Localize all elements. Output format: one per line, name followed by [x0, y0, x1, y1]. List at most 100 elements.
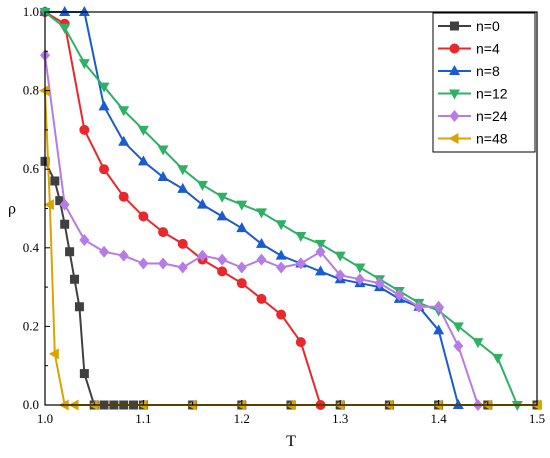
data-point	[118, 249, 129, 262]
y-axis-title: ρ	[8, 201, 16, 218]
data-point	[138, 211, 149, 222]
data-point	[276, 261, 287, 274]
data-point	[295, 232, 307, 243]
data-point	[78, 59, 90, 70]
axis-ticks: 1.0 1.1 1.2 1.3 1.4 1.5 0.0 0.2 0.4 0.6 0.8 1.0	[23, 4, 545, 426]
data-point	[177, 165, 189, 176]
data-point	[70, 274, 80, 284]
data-point	[315, 265, 327, 276]
data-point	[217, 253, 228, 266]
x-tick-label: 1.0	[37, 411, 53, 426]
data-point	[335, 269, 346, 282]
data-point	[79, 233, 90, 246]
x-tick-label: 1.3	[332, 411, 348, 426]
data-point	[55, 196, 65, 206]
data-point	[39, 85, 49, 97]
data-point	[394, 288, 405, 301]
legend-marker	[448, 133, 459, 144]
series-line	[45, 11, 460, 406]
data-point	[256, 253, 267, 266]
series-line	[44, 11, 322, 406]
data-point	[158, 257, 169, 270]
legend-label: n=8	[476, 63, 500, 79]
data-point	[138, 257, 149, 270]
data-point	[374, 277, 385, 290]
data-point	[78, 6, 90, 16]
data-point	[275, 249, 287, 260]
data-point	[236, 261, 247, 274]
data-point	[59, 198, 70, 211]
data-point	[275, 220, 287, 231]
data-point	[295, 337, 306, 348]
legend-label: n=12	[476, 86, 508, 102]
data-point	[59, 6, 71, 16]
legend-label: n=0	[476, 18, 500, 34]
y-tick-label: 1.0	[23, 4, 39, 19]
data-point	[236, 200, 248, 211]
data-point	[216, 210, 228, 221]
data-point	[43, 199, 54, 211]
data-point	[118, 106, 130, 117]
data-point	[354, 273, 365, 286]
data-point	[79, 369, 89, 379]
legend-marker	[450, 21, 459, 31]
data-point	[217, 266, 228, 277]
data-point	[65, 247, 75, 257]
data-point	[59, 23, 71, 34]
data-point	[295, 257, 306, 270]
data-point	[433, 300, 444, 313]
data-point	[196, 180, 208, 191]
data-point	[255, 208, 267, 219]
y-tick-label: 0.0	[23, 397, 39, 412]
data-point	[216, 192, 228, 203]
data-point	[98, 82, 110, 93]
data-point	[472, 338, 484, 349]
data-point	[453, 340, 464, 353]
data-point	[99, 245, 110, 258]
data-point	[60, 219, 70, 229]
series-line	[44, 160, 537, 406]
y-tick-label: 0.2	[23, 318, 39, 333]
data-point	[98, 100, 110, 111]
legend: n=0 n=4 n=8 n=12 n=24 n=48	[432, 12, 536, 153]
legend-label: n=48	[476, 131, 508, 147]
data-point	[255, 237, 267, 248]
x-tick-label: 1.1	[135, 411, 151, 426]
data-point	[177, 238, 188, 249]
data-point	[177, 182, 189, 193]
y-tick-label: 0.8	[23, 83, 39, 98]
x-axis-title: T	[286, 433, 296, 450]
data-point	[48, 348, 59, 360]
data-point	[74, 302, 84, 312]
data-point	[413, 300, 424, 313]
data-point	[177, 261, 188, 274]
legend-label: n=4	[476, 41, 500, 57]
data-point	[315, 245, 326, 258]
data-point	[354, 263, 366, 274]
data-point	[99, 164, 110, 175]
series-n-24	[40, 49, 483, 411]
data-point	[256, 293, 267, 304]
data-point	[118, 191, 129, 202]
data-point	[334, 251, 346, 262]
data-point	[79, 124, 90, 135]
data-point	[197, 249, 208, 262]
data-point	[158, 227, 169, 238]
data-point	[315, 239, 327, 250]
y-tick-label: 0.6	[23, 161, 40, 176]
data-point	[137, 155, 149, 166]
x-tick-label: 1.4	[430, 411, 447, 426]
legend-marker	[449, 65, 460, 75]
data-point	[236, 222, 248, 233]
data-point	[236, 278, 247, 289]
data-point	[118, 135, 130, 146]
data-point	[196, 198, 208, 209]
data-point	[157, 171, 169, 182]
data-point	[492, 353, 504, 364]
legend-label: n=24	[476, 108, 508, 124]
data-point	[50, 176, 60, 186]
x-tick-label: 1.2	[234, 411, 250, 426]
data-point	[137, 125, 149, 136]
